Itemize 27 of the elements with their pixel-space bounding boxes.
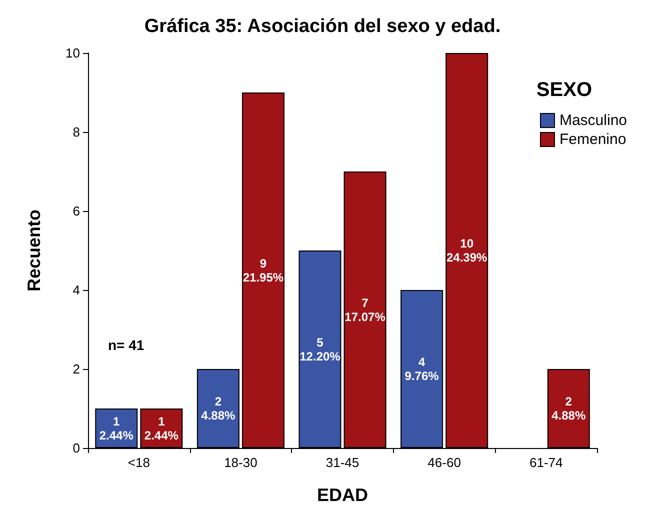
x-tick-label: <18 <box>128 455 150 470</box>
x-axis-title: EDAD <box>316 485 368 505</box>
legend-label: Masculino <box>559 112 627 129</box>
y-tick-label: 0 <box>72 440 80 456</box>
y-tick-label: 2 <box>72 362 80 376</box>
data-label: 5 12.20% <box>300 335 341 364</box>
data-label: 9 21.95% <box>242 256 284 284</box>
chart-title: Gráfica 35: Asociación del sexo y edad. <box>144 16 501 37</box>
legend-title: SEXO <box>536 79 592 101</box>
data-label: 4 9.76% <box>404 355 440 383</box>
data-label: 1 2.44% <box>99 414 134 442</box>
legend-label: Femenino <box>559 131 626 148</box>
x-tick-label: 31-45 <box>326 455 360 470</box>
annotation: n= 41 <box>108 337 144 353</box>
y-tick-label: 6 <box>72 204 80 218</box>
y-axis-title: Recuento <box>24 209 44 292</box>
data-label: 7 17.07% <box>344 296 386 324</box>
data-label: 1 2.44% <box>144 414 179 442</box>
x-tick-label: 18-30 <box>224 455 258 470</box>
data-label: 10 24.39% <box>446 236 488 264</box>
data-label: 2 4.88% <box>552 394 586 422</box>
x-tick-label: 46-60 <box>428 455 461 470</box>
x-tick-label: 61-74 <box>529 455 563 470</box>
data-label: 2 4.88% <box>201 394 236 422</box>
y-tick-label: 8 <box>72 124 80 140</box>
y-tick-label: 10 <box>66 46 80 60</box>
y-tick-label: 4 <box>72 282 80 298</box>
